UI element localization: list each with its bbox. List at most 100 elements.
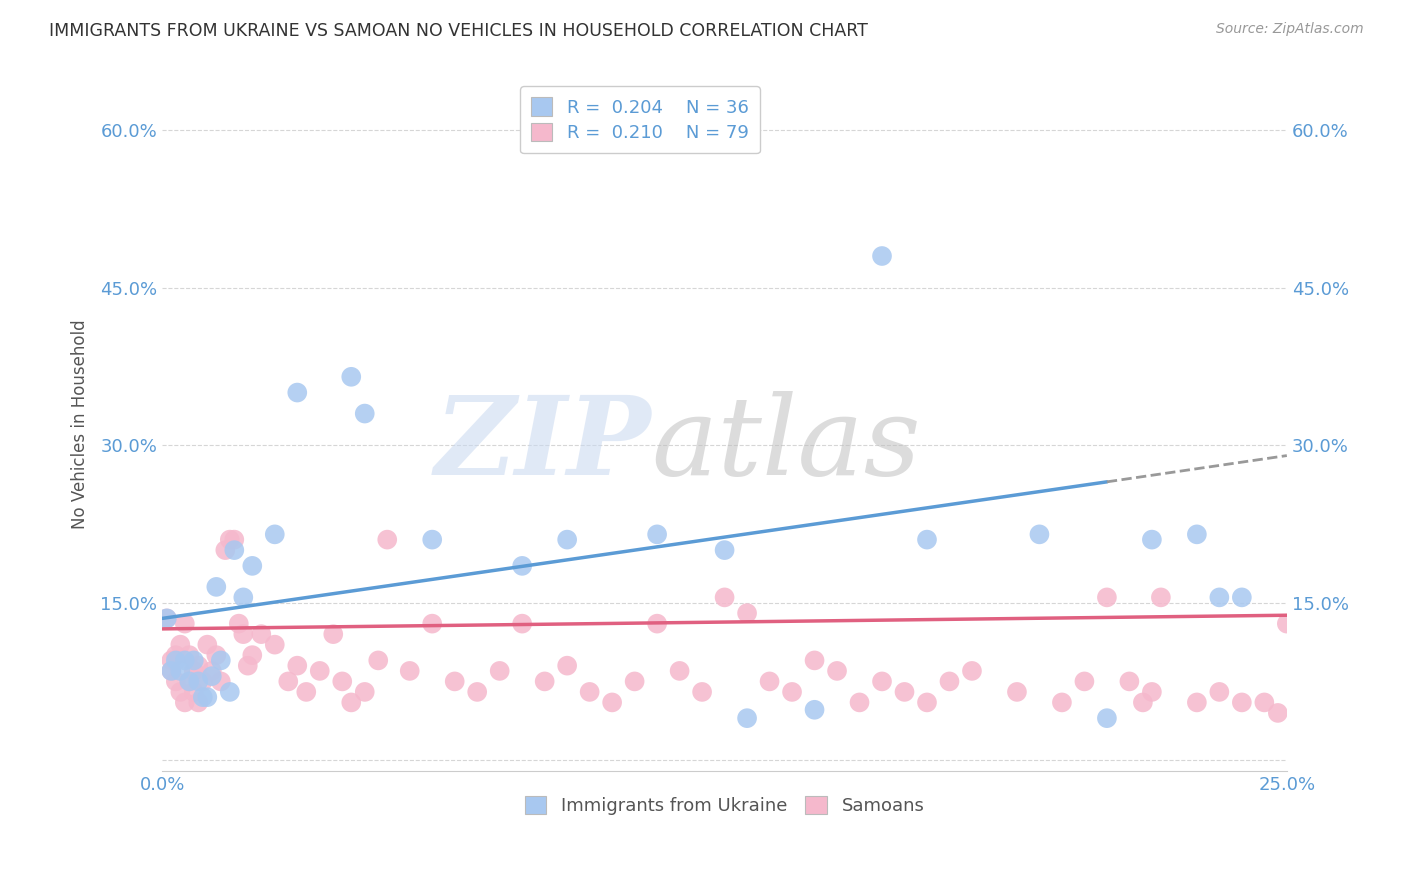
Point	[668, 664, 690, 678]
Point	[915, 533, 938, 547]
Point	[165, 674, 187, 689]
Point	[1185, 527, 1208, 541]
Point	[232, 627, 254, 641]
Point	[169, 685, 191, 699]
Point	[263, 527, 285, 541]
Point	[224, 533, 246, 547]
Point	[938, 674, 960, 689]
Point	[1208, 685, 1230, 699]
Point	[183, 685, 205, 699]
Point	[308, 664, 330, 678]
Point	[1132, 695, 1154, 709]
Point	[179, 648, 201, 662]
Point	[420, 533, 443, 547]
Point	[870, 674, 893, 689]
Point	[1028, 527, 1050, 541]
Point	[173, 616, 195, 631]
Point	[277, 674, 299, 689]
Point	[160, 664, 183, 678]
Point	[600, 695, 623, 709]
Point	[209, 653, 232, 667]
Point	[205, 580, 228, 594]
Point	[735, 606, 758, 620]
Point	[187, 674, 209, 689]
Point	[690, 685, 713, 699]
Point	[758, 674, 780, 689]
Point	[848, 695, 870, 709]
Point	[533, 674, 555, 689]
Point	[488, 664, 510, 678]
Point	[645, 616, 668, 631]
Point	[240, 648, 263, 662]
Point	[201, 664, 224, 678]
Point	[1073, 674, 1095, 689]
Point	[780, 685, 803, 699]
Point	[1095, 711, 1118, 725]
Point	[285, 385, 308, 400]
Point	[960, 664, 983, 678]
Text: Source: ZipAtlas.com: Source: ZipAtlas.com	[1216, 22, 1364, 37]
Point	[179, 674, 201, 689]
Point	[179, 674, 201, 689]
Point	[1230, 695, 1253, 709]
Point	[183, 664, 205, 678]
Point	[195, 690, 218, 705]
Point	[214, 543, 236, 558]
Point	[578, 685, 600, 699]
Point	[915, 695, 938, 709]
Point	[1275, 616, 1298, 631]
Text: ZIP: ZIP	[434, 391, 651, 499]
Point	[375, 533, 398, 547]
Point	[250, 627, 273, 641]
Point	[1208, 591, 1230, 605]
Point	[160, 664, 183, 678]
Point	[353, 407, 375, 421]
Point	[285, 658, 308, 673]
Point	[623, 674, 645, 689]
Point	[465, 685, 488, 699]
Point	[173, 695, 195, 709]
Point	[169, 638, 191, 652]
Point	[340, 369, 363, 384]
Point	[1185, 695, 1208, 709]
Point	[330, 674, 353, 689]
Point	[1230, 591, 1253, 605]
Point	[165, 653, 187, 667]
Point	[156, 611, 179, 625]
Point	[240, 558, 263, 573]
Point	[183, 653, 205, 667]
Point	[191, 690, 214, 705]
Point	[803, 653, 825, 667]
Point	[870, 249, 893, 263]
Point	[825, 664, 848, 678]
Text: atlas: atlas	[651, 391, 921, 499]
Point	[1005, 685, 1028, 699]
Point	[218, 685, 240, 699]
Point	[191, 674, 214, 689]
Point	[187, 695, 209, 709]
Point	[263, 638, 285, 652]
Point	[218, 533, 240, 547]
Point	[713, 543, 735, 558]
Point	[367, 653, 389, 667]
Point	[645, 527, 668, 541]
Point	[510, 558, 533, 573]
Point	[169, 664, 191, 678]
Point	[1140, 685, 1163, 699]
Point	[232, 591, 254, 605]
Point	[340, 695, 363, 709]
Point	[228, 616, 250, 631]
Point	[201, 669, 224, 683]
Point	[224, 543, 246, 558]
Point	[893, 685, 915, 699]
Point	[1095, 591, 1118, 605]
Point	[187, 658, 209, 673]
Point	[1118, 674, 1140, 689]
Point	[322, 627, 344, 641]
Point	[1150, 591, 1173, 605]
Point	[420, 616, 443, 631]
Point	[156, 611, 179, 625]
Point	[1267, 706, 1289, 720]
Point	[353, 685, 375, 699]
Point	[398, 664, 420, 678]
